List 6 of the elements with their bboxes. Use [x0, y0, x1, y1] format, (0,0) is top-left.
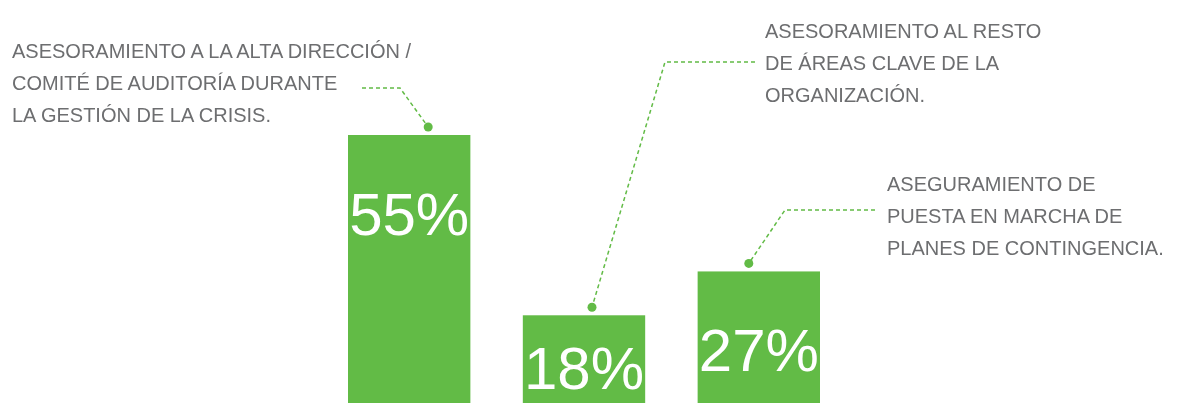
data-label: 55% [349, 181, 470, 248]
text: ASEGURAMIENTO DE PUESTA EN MARCHA DE PLANES DE CONTINGENCIA. [887, 173, 1164, 259]
text: ASESORAMIENTO AL RESTO DE ÁREAS CLAVE DE LA ORGANIZACIÓN. [765, 20, 1042, 106]
text: ASESORAMIENTO A LA ALTA DIRECCIÓN / COMITÉ DE AUDITORÍA DURANTE LA GESTIÓN DE LA CRISIS. [12, 40, 412, 126]
data-label: 18% [523, 335, 645, 402]
data-label: 27% [698, 317, 819, 385]
